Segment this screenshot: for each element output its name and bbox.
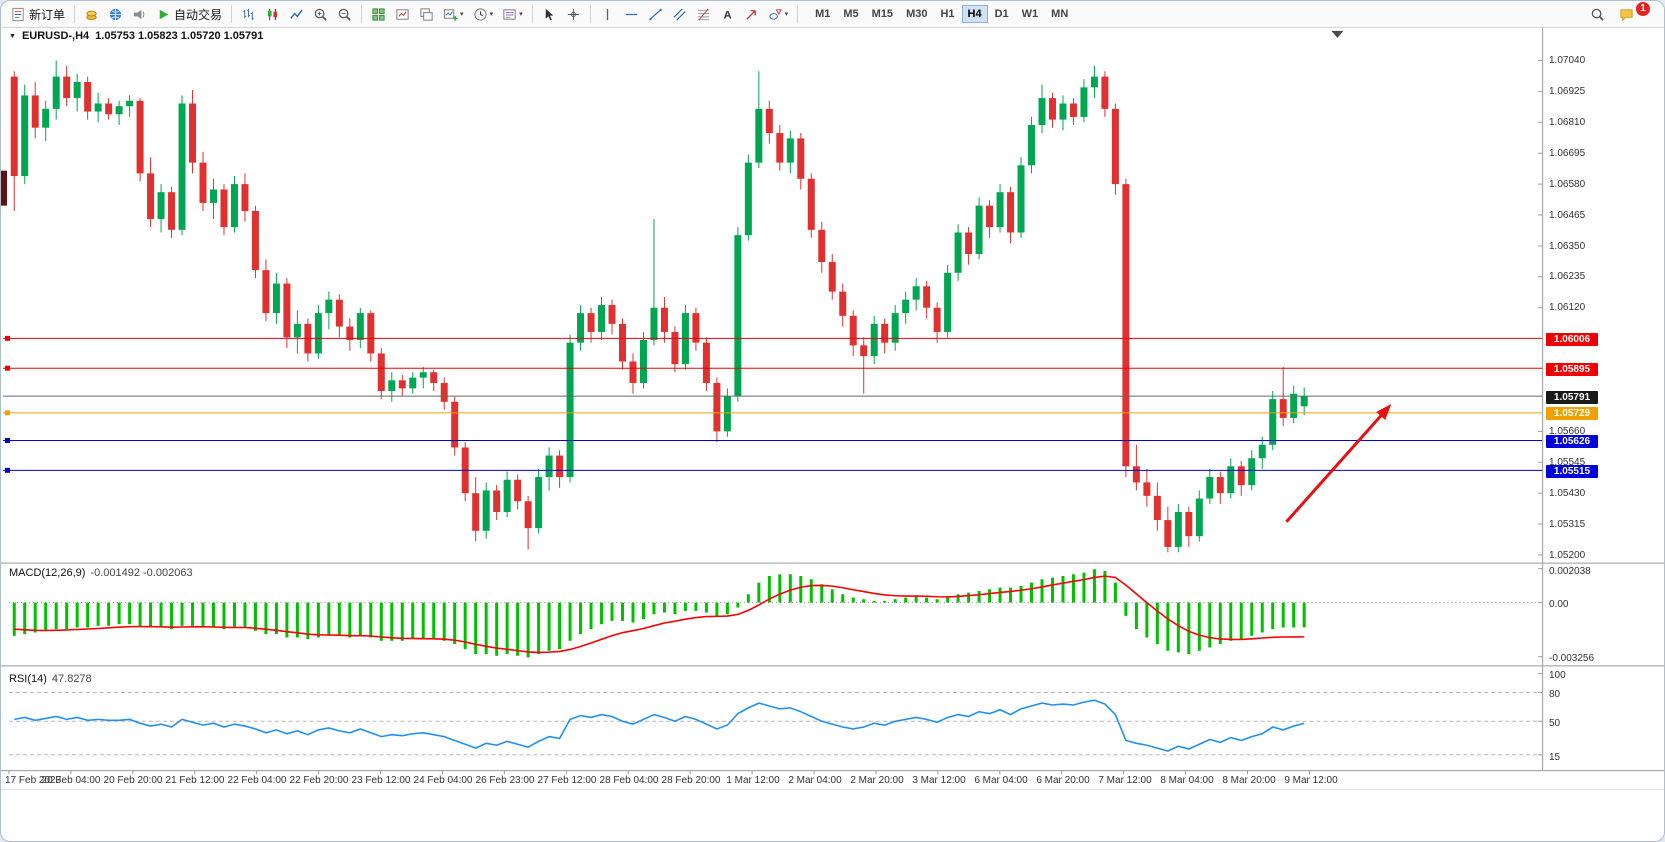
channel-button[interactable] xyxy=(668,3,691,25)
dropdown-caret: ▾ xyxy=(460,11,464,18)
crosshair-button[interactable] xyxy=(562,3,585,25)
chat-bubble-icon xyxy=(1620,8,1633,21)
rsi-name: RSI(14) xyxy=(9,673,47,685)
dropdown-caret: ▾ xyxy=(489,11,494,18)
shapes-icon xyxy=(768,8,782,20)
crosshair-icon xyxy=(567,8,579,20)
search-icon xyxy=(1591,8,1604,21)
vertical-line-button[interactable] xyxy=(596,3,619,25)
toolbar-separator xyxy=(361,5,363,23)
trendline-button[interactable] xyxy=(644,3,667,25)
arrange-windows-icon xyxy=(396,8,409,20)
timeframe-button-m30[interactable]: M30 xyxy=(900,5,933,23)
cascade-windows-icon xyxy=(420,7,433,21)
fibonacci-icon xyxy=(697,8,709,20)
new-order-button[interactable]: 新订单 xyxy=(7,3,69,25)
globe-icon xyxy=(109,8,122,20)
bar-chart-icon xyxy=(243,8,254,20)
zoom-in-button[interactable] xyxy=(309,3,332,25)
rsi-label: RSI(14) 47.8278 xyxy=(9,673,92,685)
macd-name: MACD(12,26,9) xyxy=(9,567,86,579)
timeframe-button-mn[interactable]: MN xyxy=(1045,5,1074,23)
arrange-windows-button[interactable] xyxy=(391,3,414,25)
bar-chart-button[interactable] xyxy=(237,3,260,25)
fibonacci-button[interactable] xyxy=(692,3,715,25)
search-button[interactable] xyxy=(1586,3,1609,25)
candlestick-chart-icon xyxy=(267,8,278,20)
zoom-in-icon xyxy=(314,8,327,21)
period-selector-button[interactable]: ▾ xyxy=(469,3,498,25)
timeframe-button-h1[interactable]: H1 xyxy=(934,5,960,23)
main-toolbar: 新订单 自动交易 xyxy=(1,1,1664,28)
template-button[interactable]: ▾ xyxy=(498,3,527,25)
toolbar-separator xyxy=(589,5,591,23)
toolbar-separator xyxy=(797,5,799,23)
timeframe-button-w1[interactable]: W1 xyxy=(1016,5,1045,23)
notification-badge: 1 xyxy=(1636,2,1650,16)
text-icon: A xyxy=(723,9,731,21)
timeframe-button-d1[interactable]: D1 xyxy=(989,5,1015,23)
svg-text:A: A xyxy=(723,9,731,21)
candlestick-chart-button[interactable] xyxy=(261,3,284,25)
chart-canvas[interactable] xyxy=(1,28,1664,841)
template-icon xyxy=(503,8,516,20)
coins-button[interactable] xyxy=(80,3,103,25)
tile-windows-icon xyxy=(372,7,385,21)
chart-symbol-period: EURUSD-,H4 xyxy=(21,30,90,42)
new-order-label: 新订单 xyxy=(29,7,66,22)
chart-title: ▼ EURUSD-,H4 1.05753 1.05823 1.05720 1.0… xyxy=(9,30,263,42)
chart-menu-icon[interactable]: ▼ xyxy=(9,32,16,40)
new-chart-button[interactable]: ▾ xyxy=(439,3,468,25)
sound-button[interactable] xyxy=(128,3,151,25)
cursor-button[interactable] xyxy=(538,3,561,25)
rsi-value: 47.8278 xyxy=(51,673,92,685)
dropdown-caret: ▾ xyxy=(519,11,523,18)
clock-icon xyxy=(473,7,487,21)
macd-label: MACD(12,26,9) -0.001492 -0.002063 xyxy=(9,567,193,579)
macd-values: -0.001492 -0.002063 xyxy=(90,567,193,579)
auto-trading-label: 自动交易 xyxy=(174,7,223,22)
shapes-button[interactable]: ▾ xyxy=(764,3,793,25)
arrow-tool-button[interactable] xyxy=(740,3,763,25)
new-chart-icon xyxy=(443,8,458,21)
speaker-icon xyxy=(133,9,145,19)
tile-windows-button[interactable] xyxy=(367,3,390,25)
timeframe-toolbar: M1 M5 M15 M30 H1 H4 D1 W1 MN xyxy=(809,5,1074,23)
zoom-out-button[interactable] xyxy=(333,3,356,25)
channel-icon xyxy=(673,7,686,21)
dropdown-caret: ▾ xyxy=(784,11,789,18)
community-button[interactable] xyxy=(104,3,127,25)
arrow-tool-icon xyxy=(745,9,756,20)
horizontal-line-button[interactable] xyxy=(620,3,643,25)
cursor-icon xyxy=(545,8,553,20)
cascade-windows-button[interactable] xyxy=(415,3,438,25)
zoom-out-icon xyxy=(338,8,351,21)
toolbar-right: 1 xyxy=(1586,2,1658,25)
horizontal-line-icon xyxy=(625,13,637,15)
toolbar-separator xyxy=(531,5,533,23)
toolbar-separator xyxy=(231,5,233,23)
toolbar-separator xyxy=(74,5,76,23)
timeframe-button-m15[interactable]: M15 xyxy=(866,5,899,23)
notifications-button[interactable] xyxy=(1615,3,1638,25)
gold-coins-icon xyxy=(86,10,97,20)
text-button[interactable]: A xyxy=(716,3,739,25)
vertical-line-icon xyxy=(606,8,608,20)
line-chart-icon xyxy=(290,8,303,19)
auto-trading-button[interactable]: 自动交易 xyxy=(152,3,226,25)
play-icon xyxy=(159,9,169,19)
new-order-icon xyxy=(12,7,24,21)
line-chart-button[interactable] xyxy=(285,3,308,25)
trendline-icon xyxy=(648,8,662,20)
timeframe-button-m1[interactable]: M1 xyxy=(809,5,836,23)
chart-ohlc-values: 1.05753 1.05823 1.05720 1.05791 xyxy=(95,30,264,42)
timeframe-button-h4[interactable]: H4 xyxy=(961,5,988,23)
timeframe-button-m5[interactable]: M5 xyxy=(837,5,864,23)
